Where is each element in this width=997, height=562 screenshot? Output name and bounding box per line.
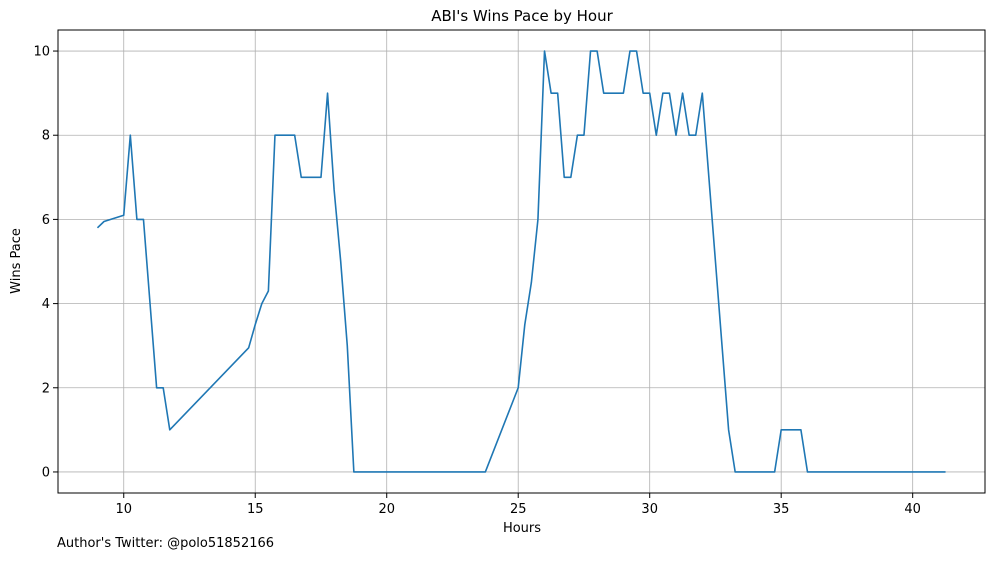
y-tick-label: 6 bbox=[42, 213, 50, 228]
x-tick-label: 20 bbox=[378, 502, 395, 517]
x-tick-label: 35 bbox=[773, 502, 790, 517]
y-axis: 0 2 4 6 8 10 bbox=[33, 45, 58, 480]
x-axis: 10 15 20 25 30 35 40 bbox=[115, 493, 921, 517]
series-line bbox=[96, 50, 946, 473]
x-axis-label: Hours bbox=[503, 521, 541, 536]
y-tick-label: 2 bbox=[42, 381, 50, 396]
y-axis-label: Wins Pace bbox=[9, 228, 24, 294]
x-tick-label: 30 bbox=[641, 502, 658, 517]
x-tick-label: 10 bbox=[115, 502, 132, 517]
x-tick-label: 15 bbox=[247, 502, 264, 517]
chart-title: ABI's Wins Pace by Hour bbox=[431, 7, 613, 25]
x-tick-label: 40 bbox=[904, 502, 921, 517]
plot-frame bbox=[57, 29, 986, 494]
y-tick-label: 4 bbox=[42, 297, 50, 312]
y-tick-label: 10 bbox=[33, 45, 50, 60]
y-tick-label: 0 bbox=[42, 465, 50, 480]
grid-lines bbox=[58, 30, 985, 493]
y-tick-label: 8 bbox=[42, 129, 50, 144]
x-tick-label: 25 bbox=[510, 502, 527, 517]
author-credit: Author's Twitter: @polo51852166 bbox=[57, 536, 275, 551]
plot-area bbox=[96, 50, 946, 473]
